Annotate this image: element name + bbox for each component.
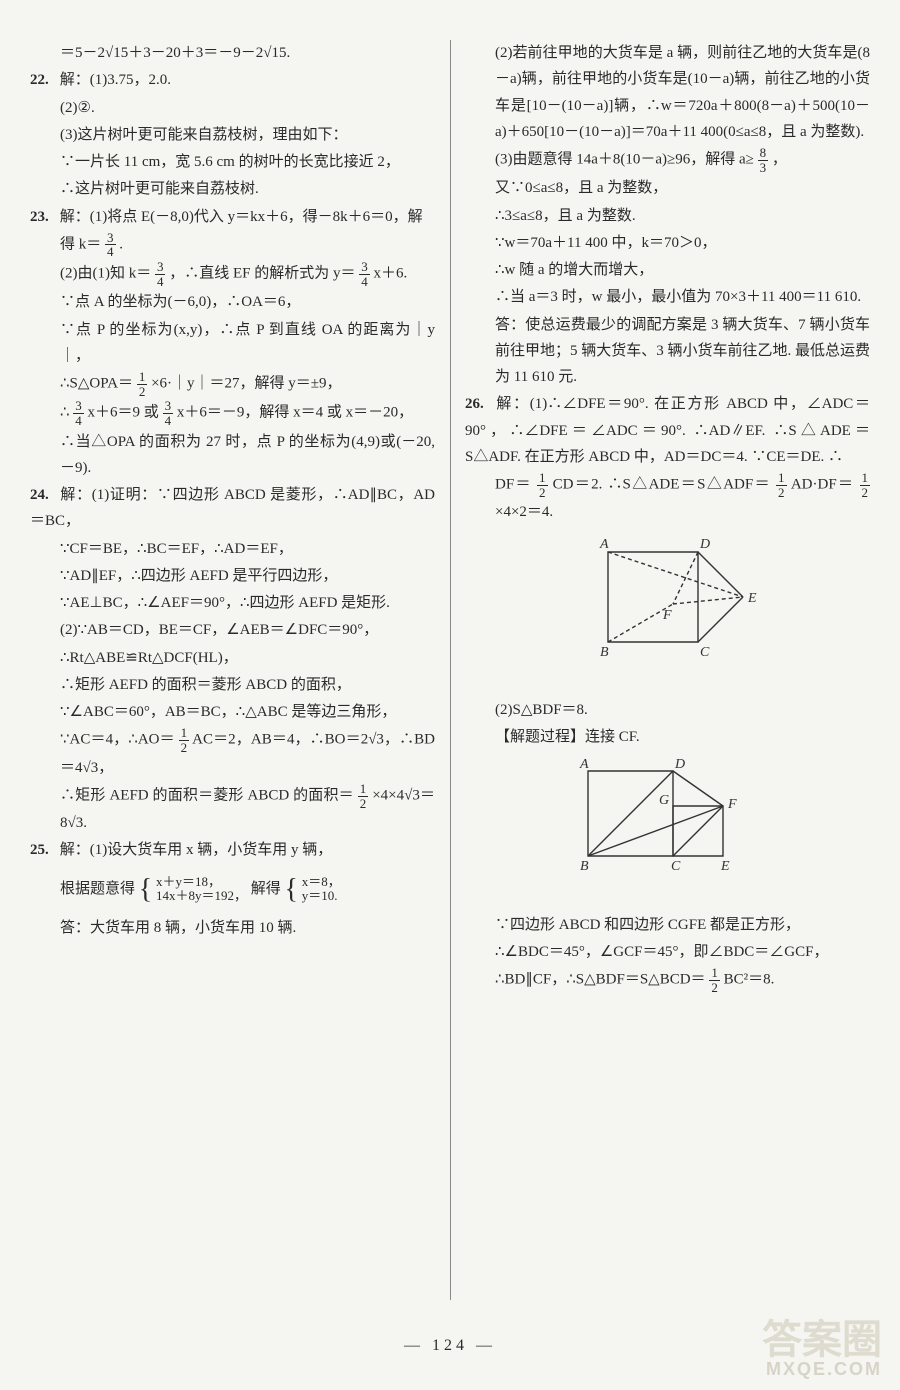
q25-1a: 解：(1)设大货车用 x 辆，小货车用 y 辆，	[60, 842, 333, 858]
q22-3b: ∵一片长 11 cm，宽 5.6 cm 的树叶的长宽比接近 2，	[30, 149, 435, 175]
figure-26b: A D F G B C E	[465, 756, 870, 905]
q24-1c: ∵AD∥EF，∴四边形 AEFD 是平行四边形，	[30, 563, 435, 589]
frac-1-2-g: 12	[709, 966, 720, 994]
q23-2a: (2)由(1)知 k＝ 34 ，∴直线 EF 的解析式为 y＝ 34 x＋6.	[30, 260, 435, 288]
frac-3-4-d: 34	[73, 399, 84, 427]
q24-2c: ∴矩形 AEFD 的面积＝菱形 ABCD 的面积，	[30, 672, 435, 698]
q25-3b: 又∵0≤a≤8，且 a 为整数，	[465, 175, 870, 201]
watermark-main: 答案圈	[762, 1318, 882, 1362]
q23-num: 23.	[30, 204, 56, 230]
q26-num: 26.	[465, 391, 491, 417]
svg-text:G: G	[659, 793, 669, 808]
q25-2a: (2)若前往甲地的大货车是 a 辆，则前往乙地的大货车是(8－a)辆，前往甲地的…	[465, 40, 870, 145]
svg-text:A: A	[599, 537, 609, 552]
q26-2d: ∴∠BDC＝45°，∠GCF＝45°，即∠BDC＝∠GCF，	[465, 939, 870, 965]
q23-2c: ∵点 P 的坐标为(x,y)，∴点 P 到直线 OA 的距离为｜y｜，	[30, 317, 435, 370]
q24-1b: ∵CF＝BE，∴BC＝EF，∴AD＝EF，	[30, 536, 435, 562]
frac-3-4-b: 34	[155, 260, 166, 288]
frac-3-4-a: 34	[105, 231, 116, 259]
svg-text:C: C	[700, 645, 710, 660]
q24-2b: ∴Rt△ABE≌Rt△DCF(HL)，	[30, 645, 435, 671]
q25-3a: (3)由题意得 14a＋8(10－a)≥96，解得 a≥ 83 ，	[465, 146, 870, 174]
svg-text:F: F	[727, 797, 737, 812]
q26-1a: 解：(1)∴∠DFE＝90°. 在正方形 ABCD 中，∠ADC＝90°，∴∠D…	[465, 396, 870, 465]
q25-head: 25. 解：(1)设大货车用 x 辆，小货车用 y 辆，	[30, 837, 435, 863]
frac-1-2-a: 12	[137, 370, 148, 398]
watermark-sub: MXQE.COM	[762, 1360, 882, 1378]
q25-num: 25.	[30, 837, 56, 863]
left-brace-icon: {	[139, 874, 152, 905]
watermark: 答案圈 MXQE.COM	[762, 1320, 882, 1378]
sol1: x＝8，	[302, 875, 341, 889]
frac-1-2-d: 12	[537, 471, 548, 499]
q24-2d: ∵∠ABC＝60°，AB＝BC，∴△ABC 是等边三角形，	[30, 699, 435, 725]
q22-1: 解：(1)3.75，2.0.	[60, 72, 171, 88]
eq2: 14x＋8y＝192，	[156, 889, 247, 903]
q25-3d: ∵w＝70a＋11 400 中，k＝70＞0，	[465, 230, 870, 256]
q24-2f: ∴矩形 AEFD 的面积＝菱形 ABCD 的面积＝ 12 ×4×4√3＝8√3.	[30, 782, 435, 837]
q25-3f: ∴当 a＝3 时，w 最小，最小值为 70×3＋11 400＝11 610.	[465, 284, 870, 310]
frac-3-4-e: 34	[163, 399, 174, 427]
q26-2b: 【解题过程】连接 CF.	[465, 724, 870, 750]
svg-text:A: A	[579, 757, 589, 772]
q23-1b: 得 k＝ 34 .	[30, 231, 435, 259]
frac-1-2-b: 12	[179, 726, 190, 754]
svg-text:B: B	[600, 645, 609, 660]
q23-2d: ∴S△OPA＝ 12 ×6·｜y｜＝27，解得 y＝±9，	[30, 370, 435, 398]
q22-2: (2)②.	[30, 95, 435, 121]
frac-3-4-c: 34	[359, 260, 370, 288]
frac-1-2-f: 12	[860, 471, 871, 499]
q26-1b: DF＝ 12 CD＝2. ∴S△ADE＝S△ADF＝ 12 AD·DF＝ 12 …	[465, 471, 870, 526]
q25-3e: ∴w 随 a 的增大而增大，	[465, 257, 870, 283]
q24-1d: ∵AE⊥BC，∴∠AEF＝90°，∴四边形 AEFD 是矩形.	[30, 590, 435, 616]
sol2: y＝10.	[302, 889, 341, 903]
q22-num: 22.	[30, 67, 56, 93]
q23-1a: 解：(1)将点 E(－8,0)代入 y＝kx＋6，得－8k＋6＝0，解	[60, 209, 423, 225]
q24-1a: 解：(1)证明：∵四边形 ABCD 是菱形，∴AD∥BC，AD＝BC，	[30, 487, 435, 529]
q23-2b: ∵点 A 的坐标为(－6,0)，∴OA＝6，	[30, 289, 435, 315]
q25-1b: 根据题意得 { x＋y＝18， 14x＋8y＝192， 解得 { x＝8， y＝…	[30, 865, 435, 914]
q24-2e: ∵AC＝4，∴AO＝ 12 AC＝2，AB＝4，∴BO＝2√3，∴BD＝4√3，	[30, 726, 435, 781]
q26-2e: ∴BD∥CF，∴S△BDF＝S△BCD＝ 12 BC²＝8.	[465, 966, 870, 994]
svg-text:D: D	[699, 537, 710, 552]
svg-text:E: E	[747, 591, 757, 606]
q25-1c: 答：大货车用 8 辆，小货车用 10 辆.	[30, 915, 435, 941]
q24-num: 24.	[30, 482, 56, 508]
two-column-body: ＝5－2√15＋3－20＋3＝－9－2√15. 22. 解：(1)3.75，2.…	[30, 40, 870, 1300]
q23-2f: ∴当△OPA 的面积为 27 时，点 P 的坐标为(4,9)或(－20,－9).	[30, 429, 435, 482]
svg-text:E: E	[720, 859, 730, 874]
figure-26a: A D E F B C	[465, 532, 870, 691]
pre-line: ＝5－2√15＋3－20＋3＝－9－2√15.	[30, 40, 435, 66]
svg-text:F: F	[662, 608, 672, 623]
svg-text:B: B	[580, 859, 589, 874]
frac-1-2-e: 12	[776, 471, 787, 499]
q24-2a: (2)∵AB＝CD，BE＝CF，∠AEB＝∠DFC＝90°，	[30, 617, 435, 643]
q23-2e: ∴ 34 x＋6＝9 或 34 x＋6＝－9，解得 x＝4 或 x＝－20，	[30, 399, 435, 427]
q22-3a: (3)这片树叶更可能来自荔枝树，理由如下：	[30, 122, 435, 148]
q24-head: 24. 解：(1)证明：∵四边形 ABCD 是菱形，∴AD∥BC，AD＝BC，	[30, 482, 435, 535]
q25-3c: ∴3≤a≤8，且 a 为整数.	[465, 203, 870, 229]
q26-2a: (2)S△BDF＝8.	[465, 697, 870, 723]
svg-text:C: C	[671, 859, 681, 874]
q23-head: 23. 解：(1)将点 E(－8,0)代入 y＝kx＋6，得－8k＋6＝0，解	[30, 204, 435, 230]
q22-3c: ∴这片树叶更可能来自荔枝树.	[30, 176, 435, 202]
eq1: x＋y＝18，	[156, 875, 247, 889]
q25-3g: 答：使总运费最少的调配方案是 3 辆大货车、7 辆小货车前往甲地；5 辆大货车、…	[465, 312, 870, 391]
q26-2c: ∵四边形 ABCD 和四边形 CGFE 都是正方形，	[465, 912, 870, 938]
svg-text:D: D	[674, 757, 685, 772]
q26-head: 26. 解：(1)∴∠DFE＝90°. 在正方形 ABCD 中，∠ADC＝90°…	[465, 391, 870, 470]
left-brace-icon-2: {	[285, 874, 298, 905]
q22-head: 22. 解：(1)3.75，2.0.	[30, 67, 435, 93]
frac-1-2-c: 12	[358, 782, 369, 810]
frac-8-3: 83	[758, 146, 769, 174]
